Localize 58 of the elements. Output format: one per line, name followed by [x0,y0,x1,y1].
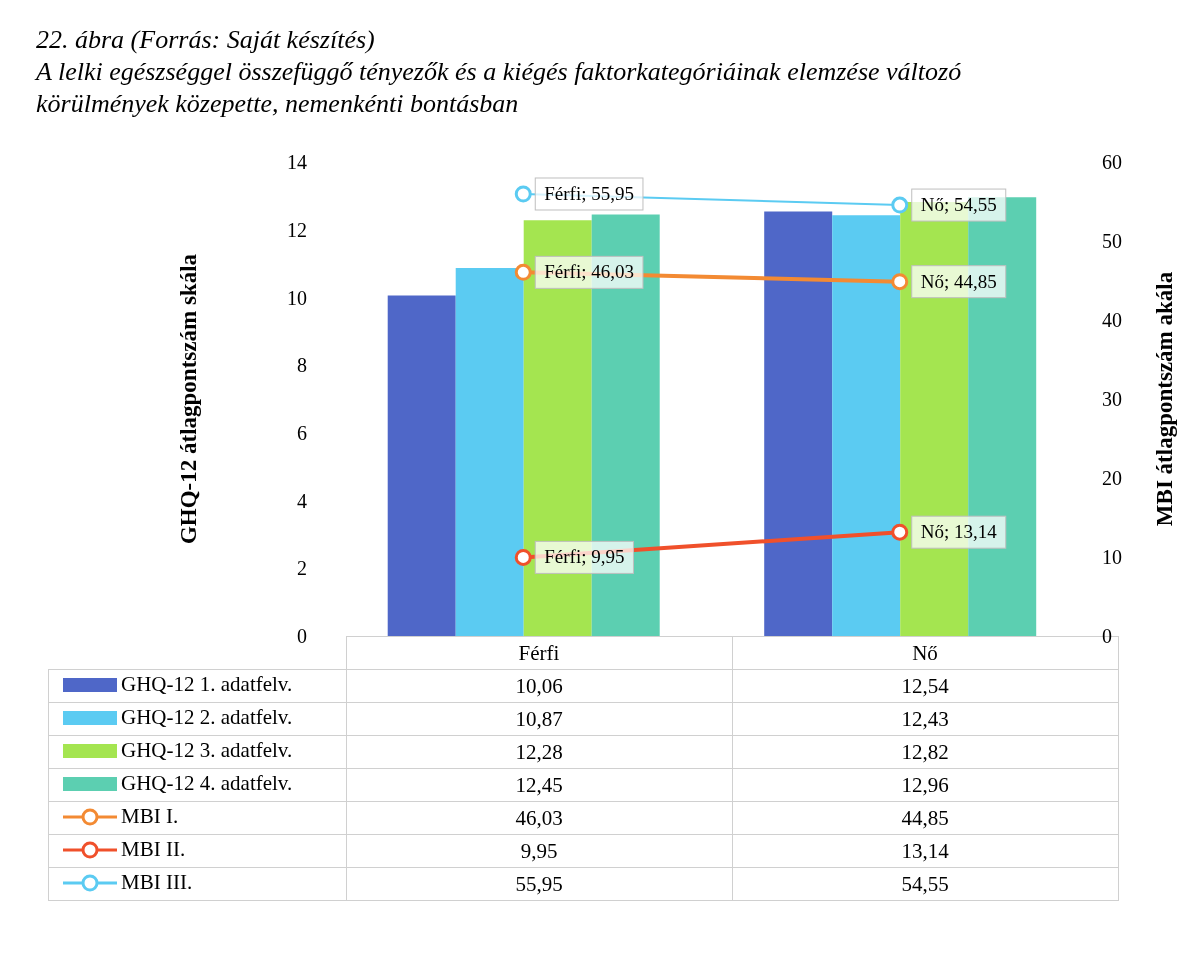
data-label: 12,54 [732,669,1118,703]
annotation: Nő; 44,85 [920,270,997,292]
data-label: 13,14 [732,834,1118,868]
data-label: 54,55 [732,867,1118,901]
y2-tick-label: 0 [1102,625,1112,648]
data-label: 10,87 [346,702,732,736]
bar [455,267,524,636]
y-tick-label: 6 [297,421,307,444]
y2-tick-label: 10 [1102,546,1122,569]
data-label: 12,96 [732,768,1118,802]
bar [832,215,901,636]
x-tick-label: Nő [912,640,938,665]
y2-axis-title: MBI átlagpontszám akála [1152,271,1178,527]
point [514,548,532,566]
data-label: 55,95 [346,867,732,901]
data-label: 9,95 [346,834,732,868]
point [514,263,532,281]
data-label: 44,85 [732,801,1118,835]
legend-label: GHQ-12 2. adatfelv. [121,705,293,731]
data-label: 12,43 [732,702,1118,736]
legend-label: GHQ-12 4. adatfelv. [121,771,293,797]
legend-label: MBI III. [121,870,193,896]
y-tick-label: 10 [287,286,307,309]
y2-tick-label: 50 [1102,230,1122,253]
legend-label: GHQ-12 1. adatfelv. [121,672,293,698]
y-tick-label: 4 [297,489,307,512]
annotation: Nő; 13,14 [920,521,998,543]
x-tick-label: Férfi [346,636,732,670]
y2-tick-label: 60 [1102,151,1122,174]
y-tick-label: 12 [287,218,307,241]
point [514,185,532,203]
y-tick-label: 14 [287,151,307,174]
legend-label: GHQ-12 3. adatfelv. [121,738,293,764]
data-label: 12,28 [346,735,732,769]
y-tick-label: 0 [297,625,307,648]
legend-label: MBI I. [121,804,179,830]
y-tick-label: 2 [297,557,307,580]
point [891,523,909,541]
bar [764,211,833,636]
bar [387,295,456,636]
chart-subtitle: A lelki egészséggel összefüggő tényezők és a kiégés faktorkategóriáinak elemzése változó körülmények közepette, nemenkénti bontásban [36,56,963,120]
y2-tick-label: 20 [1102,467,1122,490]
y-tick-label: 8 [297,354,307,377]
annotation: Férfi; 9,95 [544,546,625,568]
annotation: Nő; 54,55 [920,194,997,216]
chart-title: 22. ábra (Forrás: Saját készítés) [36,24,376,56]
annotation: Férfi; 46,03 [544,261,634,283]
point [891,273,909,291]
data-label: 46,03 [346,801,732,835]
y2-tick-label: 30 [1102,388,1122,411]
annotation: Férfi; 55,95 [544,182,634,204]
legend-label: MBI II. [121,837,186,863]
data-label: 12,82 [732,735,1118,769]
point [891,196,909,214]
y-axis-title: GHQ-12 átlagpontszám skála [176,253,202,545]
y2-tick-label: 40 [1102,309,1122,332]
data-label: 10,06 [346,669,732,703]
data-label: 12,45 [346,768,732,802]
